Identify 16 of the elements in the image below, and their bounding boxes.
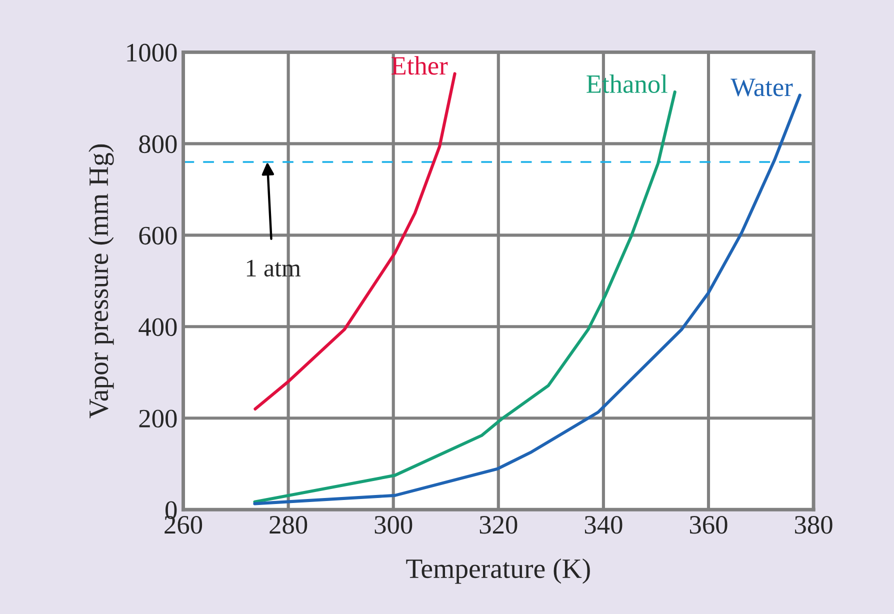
x-tick-label: 300 (374, 516, 412, 534)
y-tick-label: 1000 (127, 44, 177, 62)
x-tick-label: 360 (690, 516, 728, 534)
series-label: Water (730, 78, 793, 96)
y-tick-label: 200 (139, 410, 177, 428)
x-tick-label: 380 (795, 516, 832, 534)
x-tick-label: 320 (480, 516, 518, 534)
y-tick-label: 800 (139, 135, 177, 154)
y-tick-label: 400 (138, 318, 177, 336)
series-label: Ether (391, 56, 448, 75)
x-tick-label: 280 (270, 516, 308, 534)
series-label: Ethanol (586, 74, 668, 94)
y-tick-label: 600 (139, 226, 177, 245)
x-tick-label: 340 (584, 516, 622, 534)
y-axis-title: Vapor pressure (mm Hg) (88, 144, 114, 418)
x-axis-title: Temperature (K) (406, 558, 590, 584)
